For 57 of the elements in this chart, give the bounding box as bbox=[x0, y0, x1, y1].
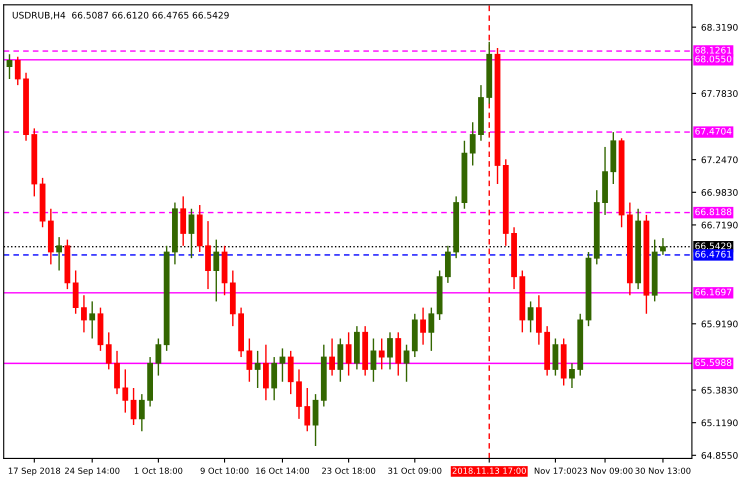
y-tick-label: 64.8550 bbox=[702, 452, 738, 459]
y-tick-label: 66.7190 bbox=[702, 222, 738, 228]
candlestick bbox=[6, 54, 12, 80]
x-tick-label: 9 Oct 10:00 bbox=[200, 468, 249, 474]
y-tick-label: 65.3830 bbox=[702, 386, 738, 394]
candlestick bbox=[346, 332, 352, 376]
candlestick bbox=[14, 56, 21, 86]
ref-line-label: 66.1697 bbox=[695, 288, 732, 296]
y-tick-label: 65.9190 bbox=[702, 320, 738, 328]
x-tick-label: 31 Oct 09:00 bbox=[388, 468, 442, 474]
candlestick bbox=[56, 236, 62, 272]
ref-line-label: 68.0550 bbox=[695, 56, 732, 62]
candlestick bbox=[130, 387, 136, 426]
x-tick-label: 17 Sep 2018 bbox=[8, 468, 60, 476]
text: USDRUB,H4 66.5087 66.6120 66.4765 66.5429 bbox=[12, 12, 229, 20]
candlestick bbox=[254, 350, 261, 389]
candlestick bbox=[138, 393, 145, 432]
candlestick bbox=[378, 338, 385, 370]
candlestick bbox=[470, 122, 476, 166]
ref-line-label: 66.5429 bbox=[695, 242, 732, 250]
ref-line-label: 67.4704 bbox=[695, 128, 732, 135]
candlestick bbox=[569, 362, 575, 389]
candlestick bbox=[188, 208, 194, 259]
candlestick bbox=[81, 294, 87, 334]
y-tick-label: 67.2470 bbox=[702, 156, 738, 164]
candlestick bbox=[280, 348, 286, 382]
x-tick-label: 23 Oct 18:00 bbox=[322, 468, 376, 474]
ref-line-label: 65.5988 bbox=[695, 359, 732, 366]
ref-line-label: 68.1261 bbox=[695, 46, 732, 54]
y-tick-label: 68.3190 bbox=[702, 24, 738, 31]
x-tick-label: 1 Oct 18:00 bbox=[134, 468, 182, 474]
candlestick bbox=[329, 338, 335, 376]
candlestick bbox=[89, 300, 96, 340]
candlestick bbox=[420, 306, 426, 346]
ref-line-label: 66.4761 bbox=[695, 250, 732, 258]
candlestick bbox=[660, 237, 666, 256]
ref-line-label: 66.8188 bbox=[695, 208, 732, 216]
x-tick-label: 2018.11.13 17:00 bbox=[452, 468, 526, 474]
x-tick-label: 16 Oct 14:00 bbox=[256, 468, 310, 474]
x-tick-label: 30 Nov 13:00 bbox=[635, 468, 690, 474]
candlestick bbox=[304, 387, 310, 432]
x-tick-label: 24 Sep 14:00 bbox=[65, 468, 120, 476]
candlestick bbox=[404, 344, 410, 382]
candlestick bbox=[155, 338, 162, 376]
y-tick-label: 66.9830 bbox=[702, 189, 738, 196]
x-tick-label: Nov 17:00 bbox=[534, 468, 576, 474]
candlestick bbox=[528, 300, 534, 334]
candlestick bbox=[122, 368, 128, 414]
candlestick bbox=[213, 238, 220, 302]
candlestick bbox=[106, 332, 112, 370]
candlestick bbox=[428, 306, 434, 352]
candlestick bbox=[387, 332, 393, 370]
y-tick-label: 65.1190 bbox=[702, 419, 738, 426]
y-tick-label: 67.7830 bbox=[702, 90, 738, 97]
candlestick bbox=[246, 338, 252, 382]
x-tick-label: 23 Nov 09:00 bbox=[578, 468, 633, 474]
candlestick bbox=[370, 338, 376, 382]
